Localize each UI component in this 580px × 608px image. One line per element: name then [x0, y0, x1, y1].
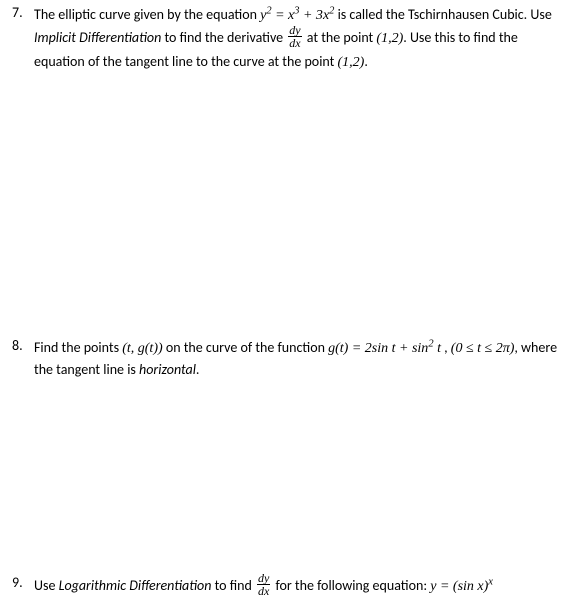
problem-number: 7.	[12, 4, 34, 21]
problem-body: Use Logarithmic Differentiation to find …	[34, 574, 568, 599]
problem-9: 9. Use Logarithmic Differentiation to fi…	[0, 570, 580, 599]
problem-body: Find the points (t, g(t)) on the curve o…	[34, 337, 568, 380]
text: is called the Tschirnhausen Cubic. Use	[334, 6, 551, 23]
problem-body: The elliptic curve given by the equation…	[34, 4, 568, 73]
text: to find the derivative	[161, 29, 286, 46]
equation: y2 = x3 + 3x2	[260, 8, 334, 23]
text: .	[364, 53, 368, 70]
problem-7: 7. The elliptic curve given by the equat…	[0, 0, 580, 73]
domain: (0 ≤ t ≤ 2π)	[451, 341, 515, 356]
term-implicit-differentiation: Implicit Differentiation	[34, 29, 161, 46]
text: Find the points	[34, 339, 122, 356]
text: for the following equation:	[272, 577, 430, 594]
point: (1,2)	[376, 31, 403, 46]
text: The elliptic curve given by the equation	[34, 6, 260, 23]
point: (1,2)	[337, 55, 364, 70]
text: on the curve of the function	[163, 339, 328, 356]
equation: y = (sin x)x	[430, 579, 493, 594]
points-expr: (t, g(t))	[122, 341, 162, 356]
problem-number: 8.	[12, 337, 34, 354]
text: Use	[34, 577, 59, 594]
text: ,	[441, 339, 451, 356]
text: to find	[211, 577, 255, 594]
equation: g(t) = 2sin t + sin2 t	[328, 341, 441, 356]
text: .	[196, 361, 200, 378]
problem-number: 9.	[12, 574, 34, 591]
term-horizontal: horizontal	[139, 361, 196, 378]
term-logarithmic-differentiation: Logarithmic Differentiation	[59, 577, 212, 594]
fraction-dydx: dydx	[257, 572, 270, 597]
problem-8: 8. Find the points (t, g(t)) on the curv…	[0, 333, 580, 380]
fraction-dydx: dydx	[288, 24, 301, 49]
text: at the point	[304, 29, 377, 46]
